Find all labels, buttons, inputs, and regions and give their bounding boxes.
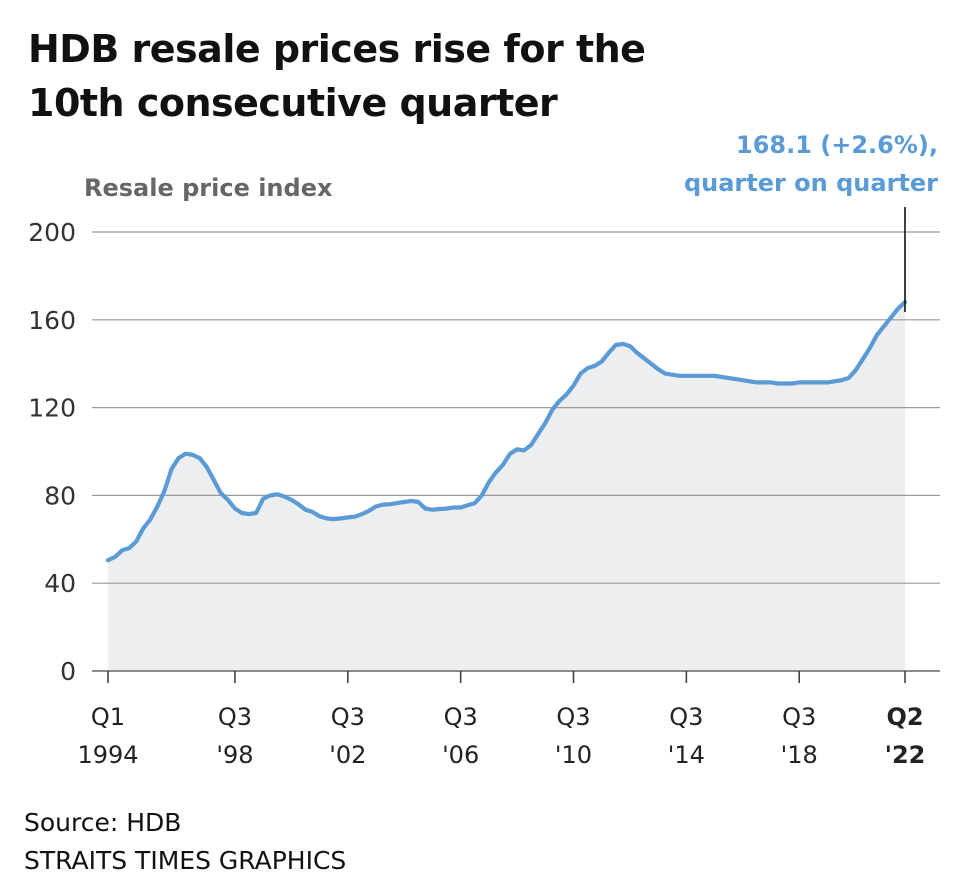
- chart-plot: 0 40 80 120 160 200 Q1 1994 Q3 '98 Q3 '02 Q3 '06 Q3 '10…: [28, 207, 940, 769]
- chart-title: HDB resale prices rise for the 10th cons…: [28, 22, 928, 130]
- x-tick-label-bottom-7: '22: [885, 741, 926, 769]
- y-tick-label-40: 40: [44, 569, 76, 598]
- x-tick-label-bottom-3: '06: [442, 741, 479, 769]
- x-tick-label-bottom-0: 1994: [77, 741, 138, 769]
- x-tick-label-bottom-2: '02: [329, 741, 366, 769]
- x-tick-label-top-5: Q3: [669, 703, 703, 731]
- y-tick-label-160: 160: [28, 306, 76, 335]
- x-tick-label-top-2: Q3: [331, 703, 365, 731]
- x-tick-label-top-1: Q3: [218, 703, 252, 731]
- source-note: Source: HDB: [24, 808, 182, 837]
- y-tick-label-120: 120: [28, 394, 76, 423]
- series-line: [105, 299, 908, 563]
- x-tick-label-bottom-1: '98: [216, 741, 253, 769]
- x-tick-label-bottom-5: '14: [668, 741, 705, 769]
- chart-title-line-1: HDB resale prices rise for the: [28, 27, 646, 71]
- credit-note: STRAITS TIMES GRAPHICS: [24, 846, 347, 875]
- annotation-line-2: quarter on quarter: [683, 169, 938, 197]
- series-area: [108, 302, 905, 671]
- y-tick-label-0: 0: [60, 657, 76, 686]
- x-tick-label-top-7: Q2: [886, 703, 923, 731]
- x-tick-label-top-3: Q3: [444, 703, 478, 731]
- x-tick-label-top-4: Q3: [556, 703, 590, 731]
- y-tick-label-200: 200: [28, 218, 76, 247]
- annotation-line-1: 168.1 (+2.6%),: [736, 131, 938, 159]
- x-tick-label-top-0: Q1: [91, 703, 125, 731]
- latest-value-annotation: 168.1 (+2.6%), quarter on quarter: [684, 126, 938, 202]
- x-tick-label-top-6: Q3: [782, 703, 816, 731]
- x-tick-label-bottom-6: '18: [781, 741, 818, 769]
- chart-title-line-2: 10th consecutive quarter: [28, 81, 558, 125]
- y-axis-label: Resale price index: [84, 174, 333, 202]
- y-tick-label-80: 80: [44, 481, 76, 510]
- x-tick-label-bottom-4: '10: [555, 741, 592, 769]
